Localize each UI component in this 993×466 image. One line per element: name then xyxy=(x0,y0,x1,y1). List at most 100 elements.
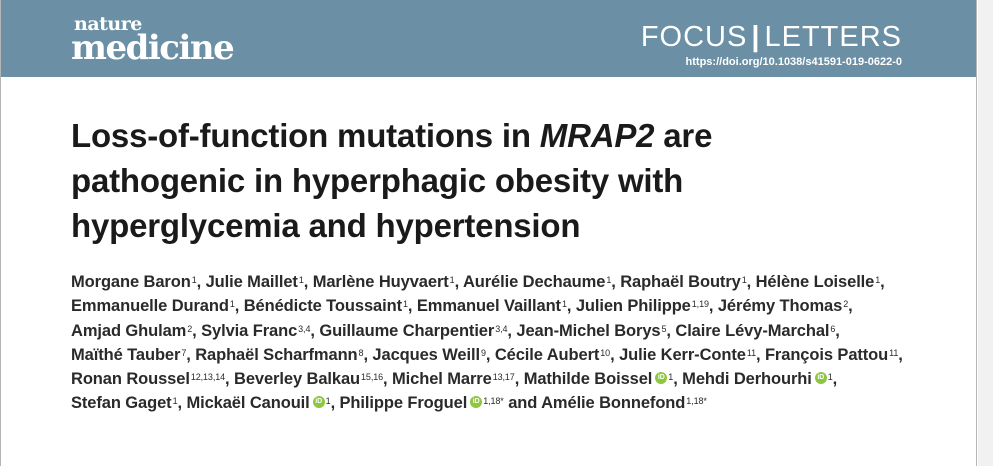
logo-nature-text: nature xyxy=(74,13,142,35)
author-entry[interactable]: Raphaël Scharfmann8 xyxy=(195,346,363,364)
orcid-icon[interactable]: iD xyxy=(814,371,827,384)
title-gene: MRAP2 xyxy=(539,117,655,154)
author-name: Julie Maillet xyxy=(205,273,298,291)
author-affiliation[interactable]: 1 xyxy=(191,275,197,285)
author-affiliation[interactable]: 2 xyxy=(843,299,849,310)
author-affiliation[interactable]: 9 xyxy=(480,347,486,358)
author-entry[interactable]: Julie Maillet1 xyxy=(206,273,304,291)
author-affiliation[interactable]: 1,18* xyxy=(483,396,504,407)
author-entry[interactable]: Ronan Roussel12,13,14 xyxy=(71,370,225,388)
author-name: Philippe Froguel xyxy=(339,394,468,413)
author-affiliation[interactable]: 1 xyxy=(172,396,178,407)
author-affiliation[interactable]: 1 xyxy=(325,396,331,407)
author-entry[interactable]: Julien Philippe1,19 xyxy=(576,297,709,315)
journal-header: nature medicine FOCUS | LETTERS https://do… xyxy=(1,0,976,77)
author-name: Raphaël Scharfmann xyxy=(195,345,358,364)
author-affiliation[interactable]: 1 xyxy=(402,299,408,310)
author-entry[interactable]: Marlène Huyvaert1 xyxy=(313,273,455,291)
author-name: Marlène Huyvaert xyxy=(312,273,449,291)
author-entry[interactable]: Beverley Balkau15,16 xyxy=(234,370,383,388)
title-line1-start: Loss-of-function mutations in xyxy=(71,117,540,154)
author-entry[interactable]: Jacques Weill9 xyxy=(372,346,486,364)
author-entry[interactable]: Morgane Baron1 xyxy=(71,273,197,291)
author-affiliation[interactable]: 1,19 xyxy=(691,299,709,310)
author-entry[interactable]: Julie Kerr-Conte11 xyxy=(619,346,756,364)
author-name: Amélie Bonnefond xyxy=(541,394,686,413)
section-label: FOCUS | LETTERS xyxy=(641,20,902,54)
author-name: Morgane Baron xyxy=(71,273,191,291)
author-entry[interactable]: Bénédicte Toussaint1 xyxy=(244,297,408,315)
author-entry[interactable]: Raphaël Boutry1 xyxy=(620,273,747,291)
author-entry[interactable]: Amjad Ghulam2 xyxy=(71,322,192,340)
author-affiliation[interactable]: 1 xyxy=(229,299,235,310)
author-entry[interactable]: Mathilde Boissel iD 1 xyxy=(524,370,674,388)
author-affiliation[interactable]: 1 xyxy=(827,372,833,383)
author-affiliation[interactable]: 11 xyxy=(889,347,899,358)
author-affiliation[interactable]: 3,4 xyxy=(495,323,508,334)
author-affiliation[interactable]: 1 xyxy=(875,275,881,285)
author-name: Ronan Roussel xyxy=(71,370,190,389)
author-entry[interactable]: Emmanuel Vaillant1 xyxy=(417,297,567,315)
author-name: Hélène Loiselle xyxy=(755,273,875,291)
author-conjunction: and xyxy=(508,394,542,413)
author-name: Michel Marre xyxy=(392,370,492,389)
orcid-icon[interactable]: iD xyxy=(470,396,483,409)
author-affiliation[interactable]: 1 xyxy=(606,275,612,285)
author-affiliation[interactable]: 10 xyxy=(600,347,611,358)
author-entry[interactable]: Emmanuelle Durand1 xyxy=(71,297,235,315)
author-affiliation[interactable]: 12,13,14 xyxy=(190,372,226,383)
author-entry[interactable]: Hélène Loiselle1 xyxy=(756,273,881,291)
author-entry[interactable]: Amélie Bonnefond1,18* xyxy=(541,394,707,412)
author-entry[interactable]: Michel Marre13,17 xyxy=(392,370,515,388)
author-affiliation[interactable]: 1 xyxy=(668,372,674,383)
author-name: Maïthé Tauber xyxy=(71,345,181,364)
author-entry[interactable]: Jérémy Thomas2 xyxy=(718,297,848,315)
author-affiliation[interactable]: 15,16 xyxy=(361,372,384,383)
scrollbar-gutter[interactable] xyxy=(978,0,993,466)
author-entry[interactable]: Jean-Michel Borys5 xyxy=(516,322,666,340)
author-entry[interactable]: Guillaume Charpentier3,4 xyxy=(319,322,507,340)
author-affiliation[interactable]: 2 xyxy=(187,323,193,334)
section-letters: LETTERS xyxy=(764,21,902,53)
author-entry[interactable]: Mickaël Canouil iD 1 xyxy=(186,394,330,412)
author-name: Beverley Balkau xyxy=(234,370,361,389)
author-affiliation[interactable]: 7 xyxy=(181,347,187,358)
author-entry[interactable]: Claire Lévy-Marchal6 xyxy=(675,322,835,340)
orcid-icon[interactable]: iD xyxy=(655,371,668,384)
title-line2: pathogenic in hyperphagic obesity with xyxy=(71,162,684,199)
author-entry[interactable]: Philippe Froguel iD 1,18* xyxy=(340,394,504,412)
author-entry[interactable]: Maïthé Tauber7 xyxy=(71,346,186,364)
author-affiliation[interactable]: 1,18* xyxy=(686,396,707,407)
author-entry[interactable]: Aurélie Dechaume1 xyxy=(463,273,611,291)
author-affiliation[interactable]: 1 xyxy=(298,275,304,285)
author-entry[interactable]: Sylvia Franc3,4 xyxy=(201,322,310,340)
author-name: Emmanuelle Durand xyxy=(71,297,229,316)
author-entry[interactable]: Cécile Aubert10 xyxy=(495,346,610,364)
article-title: Loss-of-function mutations in MRAP2 are … xyxy=(71,113,911,248)
author-name: Sylvia Franc xyxy=(201,321,298,340)
author-name: Guillaume Charpentier xyxy=(319,321,495,340)
author-affiliation[interactable]: 3,4 xyxy=(298,323,311,334)
author-entry[interactable]: Mehdi Derhourhi iD 1 xyxy=(682,370,833,388)
author-name: Claire Lévy-Marchal xyxy=(675,321,830,340)
author-affiliation[interactable]: 8 xyxy=(358,347,364,358)
section-separator: | xyxy=(751,21,761,53)
title-line1-end: are xyxy=(654,117,713,154)
author-entry[interactable]: François Pattou11 xyxy=(765,346,898,364)
author-affiliation[interactable]: 1 xyxy=(561,299,567,310)
author-list: Morgane Baron1, Julie Maillet1, Marlène … xyxy=(71,273,903,413)
author-name: Mathilde Boissel xyxy=(523,370,653,389)
author-affiliation[interactable]: 1 xyxy=(741,275,747,285)
author-entry[interactable]: Stefan Gaget1 xyxy=(71,394,178,412)
orcid-icon[interactable]: iD xyxy=(312,396,325,409)
author-affiliation[interactable]: 1 xyxy=(449,275,455,285)
doi-link[interactable]: https://doi.org/10.1038/s41591-019-0622-… xyxy=(685,56,902,68)
author-name: Jean-Michel Borys xyxy=(516,321,661,340)
author-affiliation[interactable]: 11 xyxy=(746,347,756,358)
author-affiliation[interactable]: 5 xyxy=(661,323,667,334)
author-name: Julie Kerr-Conte xyxy=(619,345,746,364)
author-name: Mehdi Derhourhi xyxy=(682,370,812,389)
author-affiliation[interactable]: 13,17 xyxy=(492,372,515,383)
author-affiliation[interactable]: 6 xyxy=(830,323,836,334)
